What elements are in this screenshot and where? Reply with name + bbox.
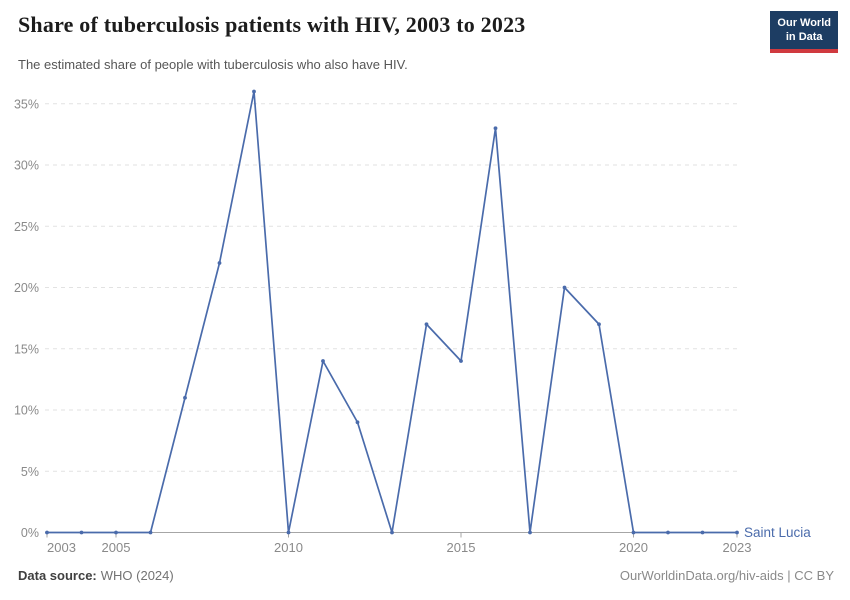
series-line xyxy=(46,90,738,534)
data-point xyxy=(45,530,49,535)
data-point xyxy=(148,530,153,535)
data-point xyxy=(735,530,739,535)
data-point xyxy=(252,89,256,94)
data-point xyxy=(183,395,187,400)
chart-footer: Data source: WHO (2024) OurWorldinData.or… xyxy=(18,568,834,583)
data-point xyxy=(217,261,222,265)
y-axis-label: 30% xyxy=(14,159,39,173)
data-point xyxy=(528,530,532,535)
data-point xyxy=(114,530,118,535)
data-point xyxy=(390,530,394,535)
x-axis-label: 2003 xyxy=(47,540,76,555)
chart-title: Share of tuberculosis patients with HIV,… xyxy=(18,12,526,37)
data-point xyxy=(459,359,463,363)
logo-line1: Our World xyxy=(777,17,831,29)
data-point xyxy=(666,530,670,535)
y-axis-label: 25% xyxy=(14,220,39,234)
data-point xyxy=(286,530,291,535)
x-axis-label: 2005 xyxy=(102,540,131,555)
data-point xyxy=(700,530,705,535)
data-point xyxy=(597,322,601,327)
x-axis-label: 2020 xyxy=(619,540,648,555)
y-axis-label: 10% xyxy=(14,404,39,418)
data-point xyxy=(562,285,567,290)
data-point xyxy=(321,359,325,363)
chart-subtitle: The estimated share of people with tuber… xyxy=(18,57,408,72)
y-axis-label: 5% xyxy=(21,465,39,479)
data-source-label: Data source: xyxy=(18,568,97,583)
owid-logo: Our World in Data xyxy=(770,11,838,53)
y-axis-label: 0% xyxy=(21,526,39,540)
x-axis-label: 2015 xyxy=(447,540,476,555)
logo-line2: in Data xyxy=(785,31,823,44)
data-point xyxy=(424,322,429,327)
data-point xyxy=(493,126,498,131)
credit-text: OurWorldinData.org/hiv-aids | CC BY xyxy=(619,568,834,583)
x-axis-label: 2010 xyxy=(274,540,303,555)
line-chart-svg: 0% 5% 10% 15% 20% 25% 30% 35% 2003 2005 2010 2015 20… xyxy=(14,89,811,555)
y-axis-label: 15% xyxy=(14,342,39,356)
data-point xyxy=(631,530,636,535)
data-point xyxy=(355,420,360,425)
data-source-value: WHO (2024) xyxy=(100,568,174,583)
x-axis-label: 2023 xyxy=(723,540,752,555)
data-point xyxy=(79,530,84,535)
data-source: Data source: WHO (2024) xyxy=(18,568,174,583)
y-axis-label: 35% xyxy=(14,97,39,111)
y-axis-label: 20% xyxy=(14,281,39,295)
entity-label: Saint Lucia xyxy=(744,525,811,540)
